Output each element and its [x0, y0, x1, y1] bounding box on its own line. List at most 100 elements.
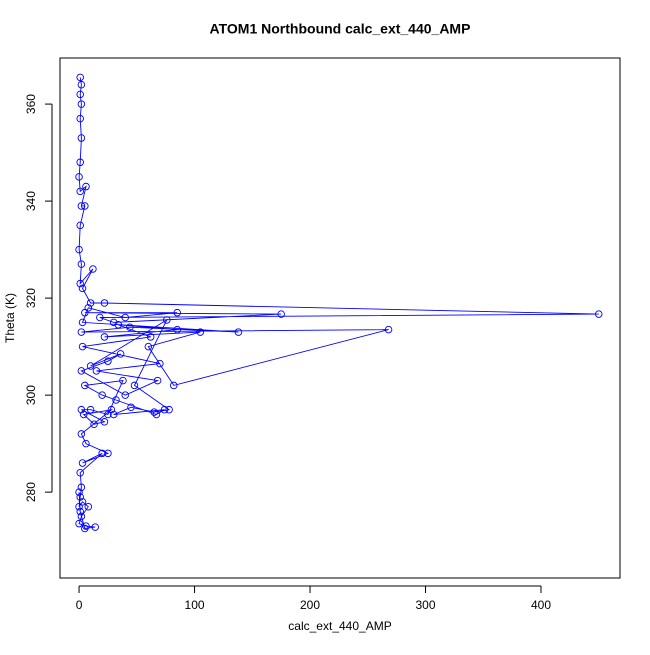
data-point — [127, 403, 135, 412]
data-point — [384, 325, 393, 334]
data-point — [107, 405, 116, 414]
y-tick-label: 360 — [24, 94, 38, 114]
data-point — [121, 313, 130, 322]
x-tick-label: 0 — [76, 598, 83, 612]
data-point — [77, 405, 86, 414]
data-point — [75, 502, 83, 511]
data-point — [84, 502, 93, 511]
data-point — [173, 308, 181, 317]
y-axis-label: Theta (K) — [3, 293, 17, 343]
data-point — [100, 333, 109, 341]
data-point — [86, 299, 95, 307]
data-point — [144, 342, 153, 351]
data-point — [76, 90, 84, 99]
data-point — [104, 410, 112, 419]
data-point — [76, 221, 84, 230]
data-point — [75, 245, 83, 254]
data-point — [100, 299, 109, 307]
data-point — [81, 308, 89, 317]
data-point — [76, 73, 84, 82]
data-point — [79, 410, 88, 419]
data-point — [86, 405, 95, 414]
data-point — [77, 80, 86, 89]
data-point — [76, 468, 84, 477]
data-point — [104, 357, 112, 365]
data-point — [165, 405, 173, 414]
data-point — [78, 459, 87, 467]
y-tick-label: 280 — [24, 482, 38, 502]
data-point — [81, 381, 89, 390]
data-point — [595, 310, 603, 318]
data-point — [196, 328, 205, 336]
data-point — [98, 449, 106, 458]
data-point — [75, 488, 83, 496]
data-point — [153, 376, 162, 385]
data-point — [76, 114, 84, 123]
data-point — [84, 304, 93, 312]
data-point — [121, 391, 130, 399]
data-point — [77, 134, 86, 142]
data-point — [234, 328, 243, 336]
data-point — [78, 342, 87, 351]
x-tick-label: 100 — [185, 598, 205, 612]
y-tick-label: 320 — [24, 288, 38, 308]
data-point — [77, 100, 86, 108]
data-point — [76, 507, 84, 516]
data-point — [92, 367, 101, 375]
data-point — [75, 173, 83, 181]
data-point — [109, 410, 118, 419]
data-point — [81, 524, 89, 533]
data-point — [126, 323, 134, 331]
data-point — [91, 523, 99, 531]
data-point — [98, 391, 106, 399]
data-point — [152, 410, 161, 419]
x-tick-label: 200 — [300, 598, 320, 612]
data-point — [77, 483, 86, 492]
plot-frame — [59, 57, 621, 579]
data-point — [76, 187, 84, 196]
data-point — [81, 202, 89, 210]
data-point — [114, 321, 123, 329]
data-point — [78, 284, 87, 293]
data-point — [77, 202, 86, 210]
data-point — [77, 260, 86, 268]
x-tick-label: 300 — [416, 598, 436, 612]
data-point — [89, 265, 97, 273]
data-point — [170, 381, 178, 390]
data-point — [156, 359, 164, 368]
y-tick-label: 340 — [24, 191, 38, 211]
data-point — [75, 519, 83, 528]
data-point — [78, 318, 87, 327]
data-point — [96, 313, 104, 322]
data-point — [160, 405, 169, 414]
data-point — [82, 439, 90, 448]
data-point — [76, 158, 84, 167]
data-point — [109, 318, 118, 327]
data-point — [173, 325, 181, 334]
data-point — [90, 420, 98, 428]
data-point — [104, 449, 112, 458]
x-axis-label: calc_ext_440_AMP — [288, 619, 391, 633]
data-point — [146, 333, 155, 341]
data-point — [82, 182, 90, 191]
data-point — [150, 408, 158, 416]
data-point — [78, 498, 87, 506]
y-tick-label: 300 — [24, 385, 38, 405]
data-point — [77, 430, 86, 438]
data-point — [119, 376, 127, 385]
chart-title: ATOM1 Northbound calc_ext_440_AMP — [210, 21, 471, 37]
data-point — [77, 512, 86, 521]
data-point — [76, 279, 84, 288]
data-point — [77, 367, 86, 375]
data-point — [86, 362, 95, 370]
x-tick-label: 400 — [531, 598, 551, 612]
data-point — [277, 310, 285, 318]
data-point — [163, 316, 171, 324]
data-point — [76, 493, 84, 501]
data-point — [77, 328, 86, 336]
data-point — [130, 381, 139, 390]
data-point — [112, 396, 120, 404]
data-point — [100, 418, 109, 426]
